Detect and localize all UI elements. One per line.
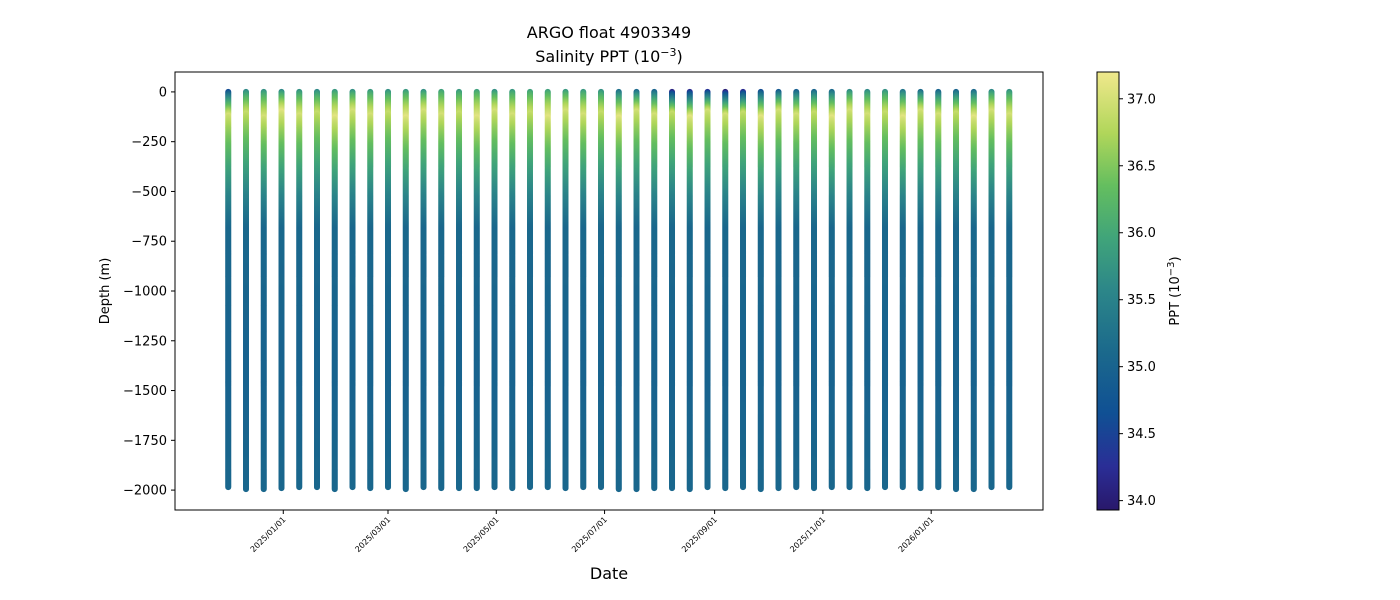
data-point	[402, 486, 409, 493]
profile-2025-03-21	[420, 88, 427, 491]
data-point	[260, 486, 267, 493]
profile-2025-02-19	[367, 88, 374, 492]
profile-2024-12-01	[225, 88, 232, 491]
profile-2024-12-11	[243, 88, 249, 493]
data-point	[296, 484, 303, 491]
data-point	[278, 485, 285, 492]
profile-2025-03-11	[402, 88, 409, 493]
profile-2025-01-10	[296, 88, 303, 491]
profile-2025-03-01	[385, 88, 392, 491]
chart-subtitle: Salinity PPT (10−3)	[535, 46, 683, 66]
data-points-group	[225, 88, 1013, 493]
data-point	[225, 484, 232, 491]
profile-2025-01-20	[314, 88, 320, 491]
data-point	[349, 484, 356, 491]
profile-2025-03-31	[438, 88, 445, 492]
profile-2024-12-31	[278, 88, 285, 492]
data-point	[331, 486, 338, 493]
profile-2025-01-30	[331, 88, 338, 493]
chart-title: ARGO float 4903349	[527, 23, 691, 42]
profile-2024-12-21	[260, 88, 267, 493]
profile-2025-02-09	[349, 88, 356, 491]
data-point	[385, 484, 392, 491]
data-point	[420, 484, 427, 491]
data-point	[243, 486, 249, 493]
data-point	[367, 485, 374, 492]
data-point	[314, 484, 320, 491]
